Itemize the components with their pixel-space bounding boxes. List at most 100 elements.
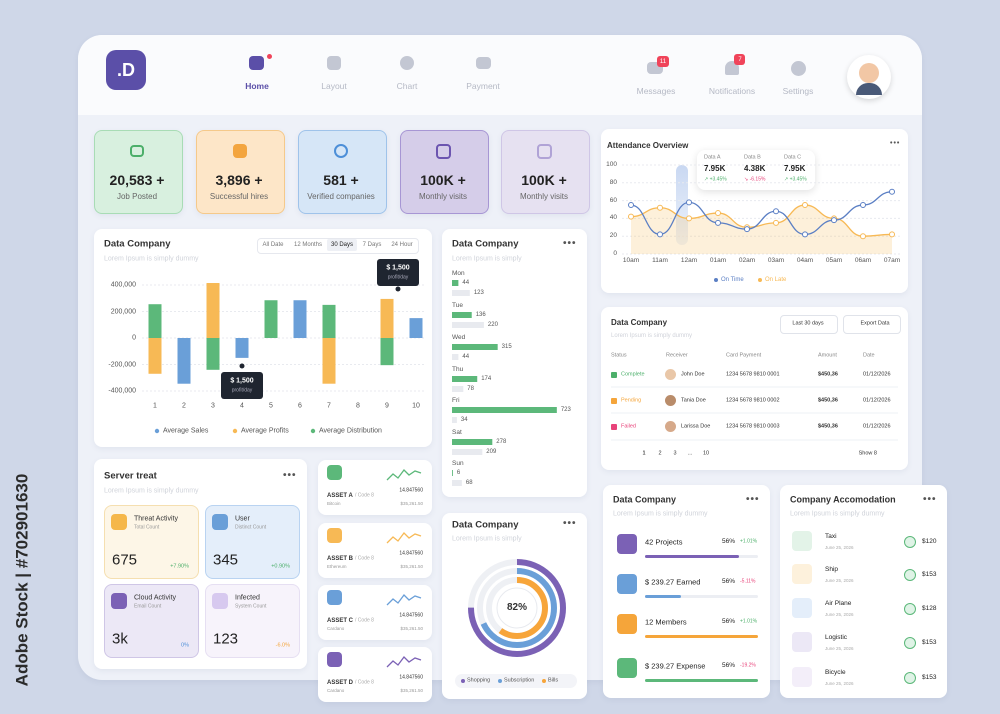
tile-icon [212, 514, 228, 530]
row-icon [792, 598, 812, 618]
point [686, 199, 692, 206]
tile-icon [111, 514, 127, 530]
page[interactable]: ... [687, 450, 693, 457]
value-label: 123 [473, 290, 484, 296]
stat-value: 3,896 + [215, 172, 263, 188]
column-header: Date [863, 352, 875, 359]
table-panel [601, 307, 908, 470]
point [773, 208, 779, 215]
tooltip [221, 372, 263, 399]
home-icon[interactable] [249, 56, 264, 70]
filter-button[interactable] [780, 315, 838, 334]
x-tick-label: 10 [412, 402, 420, 410]
asset-name: ASSET A [327, 493, 353, 499]
more[interactable]: ••• [890, 140, 901, 147]
header-bar [78, 35, 922, 115]
payment-icon[interactable] [476, 57, 491, 69]
receiver-avatar [665, 369, 676, 380]
tile-icon [212, 593, 228, 609]
nav-item[interactable]: Home [245, 80, 269, 91]
nav-item[interactable]: Layout [321, 80, 347, 91]
tooltip-note: profit/day [387, 274, 409, 281]
row-icon [617, 534, 637, 554]
more[interactable]: ••• [283, 470, 297, 481]
logo[interactable] [106, 50, 146, 90]
row-percent: 56% [721, 661, 735, 669]
panel-title: Data Company [611, 318, 668, 327]
page[interactable]: 3 [673, 450, 677, 457]
tooltip-point [239, 363, 245, 369]
tab[interactable]: All Date [262, 242, 284, 248]
day-label: Sat [452, 428, 462, 436]
status-dot [611, 424, 617, 430]
bar [452, 312, 472, 318]
line [630, 204, 893, 237]
bar [380, 338, 394, 366]
badge [734, 54, 745, 65]
stat-value: 7.95K [704, 164, 726, 173]
tab[interactable]: 24 Hour [391, 242, 413, 248]
asset-icon [327, 465, 342, 480]
stat-label: Job Posted [116, 192, 158, 201]
row-price: $120 [922, 537, 937, 545]
legend-label: On Time [721, 277, 744, 283]
bar [452, 280, 459, 286]
bar [452, 344, 498, 350]
page[interactable]: 2 [658, 450, 662, 457]
cell: Larissa Doe [681, 423, 711, 430]
action[interactable]: Messages [636, 85, 676, 96]
layout-icon[interactable] [327, 56, 341, 70]
stat-name: Data C [784, 154, 802, 161]
value-label: 174 [481, 376, 492, 382]
tab[interactable]: 12 Months [293, 242, 323, 248]
badge [657, 56, 669, 67]
nav-item[interactable]: Payment [466, 80, 500, 91]
action[interactable]: Notifications [708, 85, 756, 96]
bar [148, 304, 162, 338]
tooltip [377, 259, 419, 286]
tile-name: Threat Activity [134, 515, 178, 523]
panel-title: Server treat [104, 470, 157, 482]
tile-sub: System Count [235, 603, 267, 610]
row-date: June 25, 2026 [825, 680, 854, 686]
y-tick-label: 0 [613, 249, 617, 257]
asset-coin: Ethereum [327, 563, 347, 569]
legend-dot [232, 428, 238, 434]
more[interactable]: ••• [563, 238, 577, 249]
tab[interactable]: 30 Days [330, 242, 354, 248]
row-change: -19.2% [740, 662, 756, 669]
settings-icon[interactable] [791, 61, 806, 76]
x-tick-label: 11am [652, 256, 668, 264]
page[interactable]: 1 [642, 450, 646, 457]
row-percent: 56% [721, 617, 735, 625]
value-label: 6 [456, 470, 461, 476]
asset-name: ASSET D [327, 680, 354, 686]
stat-change: ↗ +3.45% [704, 176, 727, 183]
row-name: Bicycle [825, 668, 846, 676]
tab[interactable]: 7 Days [362, 242, 382, 248]
chart-icon[interactable] [400, 56, 414, 70]
watermark: Adobe Stock | #702901630 [12, 473, 32, 687]
export-button[interactable] [843, 315, 901, 334]
value-label: 723 [560, 407, 571, 413]
asset-price: $35,261.50 [400, 625, 423, 631]
legend-label: Bills [548, 677, 559, 684]
receiver-avatar [665, 421, 676, 432]
row-icon [792, 667, 812, 687]
page[interactable]: 10 [702, 450, 710, 457]
more[interactable]: ••• [923, 494, 937, 505]
y-tick-label: 200,000 [110, 308, 136, 315]
x-tick-label: 12am [680, 256, 698, 264]
more[interactable]: ••• [563, 518, 577, 529]
check [904, 536, 916, 548]
progress-fill [645, 679, 758, 682]
bar [452, 407, 557, 413]
action[interactable]: Settings [782, 85, 814, 96]
more[interactable]: ••• [746, 494, 760, 505]
nav-item[interactable]: Chart [396, 80, 418, 91]
cell: 01/12/2026 [863, 423, 891, 430]
x-tick-label: 07am [883, 256, 901, 264]
asset-price: $35,261.50 [400, 500, 423, 506]
point [889, 231, 895, 238]
